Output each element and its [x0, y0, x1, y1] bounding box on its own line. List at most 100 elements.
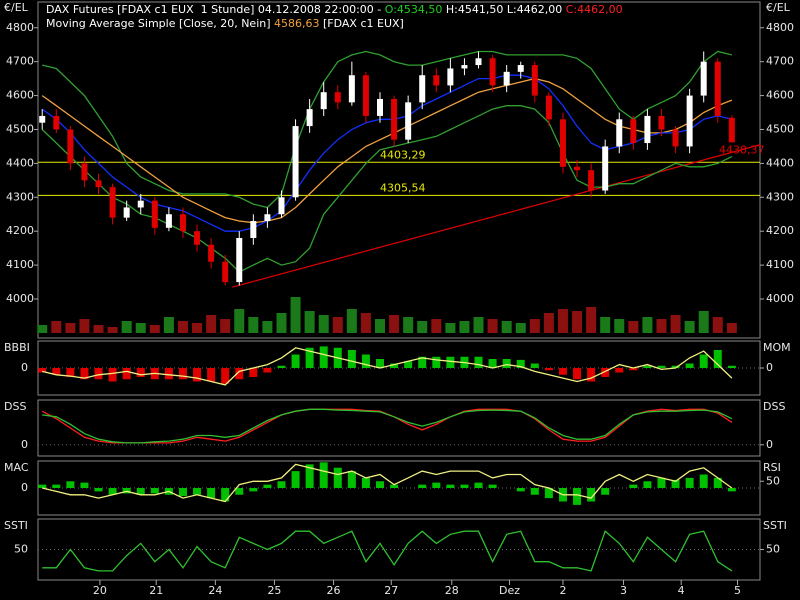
candle-body [123, 207, 130, 218]
y-tick-label: 4600 [6, 89, 34, 102]
x-tick-label: 24 [208, 584, 222, 597]
volume-bar [177, 321, 188, 333]
indicator-bar [530, 488, 539, 495]
volume-bar [417, 321, 428, 333]
x-tick-label: 26 [327, 584, 341, 597]
indicator-bar [122, 368, 131, 380]
indicator-bar [277, 365, 286, 368]
candle-body [109, 187, 116, 218]
indicator-bar [418, 356, 427, 368]
indicator-bar [629, 484, 638, 488]
volume-bar [248, 317, 259, 333]
indicator-bar [376, 359, 384, 368]
header-segment: 4586,63 [274, 17, 320, 30]
indicator-bar [94, 368, 103, 380]
volume-bar [206, 315, 217, 333]
volume-bar [614, 319, 625, 333]
candle-body [67, 129, 74, 164]
indicator-bar [404, 361, 413, 368]
candle-body [194, 231, 201, 245]
candle-body [433, 75, 440, 86]
indicator-bar [249, 488, 258, 492]
candle-body [334, 92, 341, 103]
indicator-bar [502, 359, 511, 368]
indicator-bar [657, 477, 666, 488]
indicator-bar [333, 467, 342, 488]
indicator-bar [629, 368, 638, 371]
indicator-bar [587, 368, 596, 382]
header-segment: O:4534,50 [385, 3, 443, 16]
indicator-bar [305, 347, 314, 368]
x-tick-label: 28 [445, 584, 459, 597]
y2-tick-label: 0 [766, 361, 773, 374]
indicator-bar [390, 363, 399, 368]
panel-label: MAC [4, 461, 29, 474]
indicator-bar [38, 484, 47, 488]
candle-body [39, 115, 46, 123]
panel-frame [37, 1, 761, 339]
volume-bar [557, 309, 568, 333]
indicator-bar [108, 368, 117, 382]
candle-body [362, 75, 369, 116]
volume-bar [37, 325, 48, 333]
indicator-bar [305, 464, 314, 488]
header-segment: H:4541,50 L:4462,00 [442, 3, 565, 16]
x-tick-label: 4 [678, 584, 685, 597]
indicator-bar [601, 368, 610, 377]
candle-body [644, 115, 651, 144]
candle-body [531, 65, 538, 96]
panel-label: RSI [763, 461, 781, 474]
candle-body [250, 221, 257, 238]
candle-body [278, 197, 285, 215]
volume-bar [389, 315, 400, 333]
header-segment: Moving Average Simple [Close, 20, Nein] [46, 17, 274, 30]
volume-bar [234, 309, 245, 333]
support-label: 4305,54 [380, 181, 426, 194]
volume-bar [318, 315, 329, 333]
indicator-bar [249, 368, 258, 377]
volume-bar [431, 319, 442, 333]
y2-tick-label: 50 [766, 543, 780, 556]
volume-bar [543, 313, 554, 333]
candle-body [179, 214, 186, 232]
volume-bar [698, 311, 709, 333]
indicator-bar [193, 488, 202, 495]
y-tick-label: 4600 [766, 89, 794, 102]
volume-bar [79, 319, 90, 333]
indicator-bar [235, 488, 244, 495]
indicator-bar [66, 368, 75, 377]
indicator-bar [432, 482, 441, 488]
indicator-bar [52, 484, 61, 488]
candle-body [151, 200, 158, 228]
indicator-bar [319, 346, 328, 368]
indicator-bar [446, 356, 455, 368]
indicator-bar [643, 481, 652, 488]
panel-label: DSS [4, 400, 26, 413]
y-tick-label: 0 [21, 481, 28, 494]
indicator-bar [544, 368, 553, 371]
volume-bar [65, 323, 76, 333]
volume-bar [712, 317, 723, 333]
candle-body [588, 170, 595, 191]
candle-body [489, 58, 496, 86]
candle-body [545, 95, 552, 120]
candle-body [95, 180, 102, 188]
volume-bar [332, 317, 343, 333]
indicator-bar [164, 368, 173, 380]
volume-bar [149, 325, 160, 333]
indicator-bar [277, 481, 286, 488]
indicator-bar [150, 488, 159, 494]
y-tick-label: 4500 [766, 122, 794, 135]
x-tick-label: 2 [559, 584, 566, 597]
indicator-bar [80, 368, 89, 380]
indicator-bar [108, 488, 117, 495]
x-tick-label: 3 [620, 584, 627, 597]
y-tick-label: 4500 [6, 122, 34, 135]
indicator-bar [643, 365, 652, 368]
candle-body [377, 98, 383, 116]
x-tick-label: 21 [149, 584, 163, 597]
indicator-bar [347, 471, 356, 488]
indicator-bar [66, 481, 75, 488]
candle-body [728, 117, 735, 143]
volume-bar [107, 327, 118, 333]
